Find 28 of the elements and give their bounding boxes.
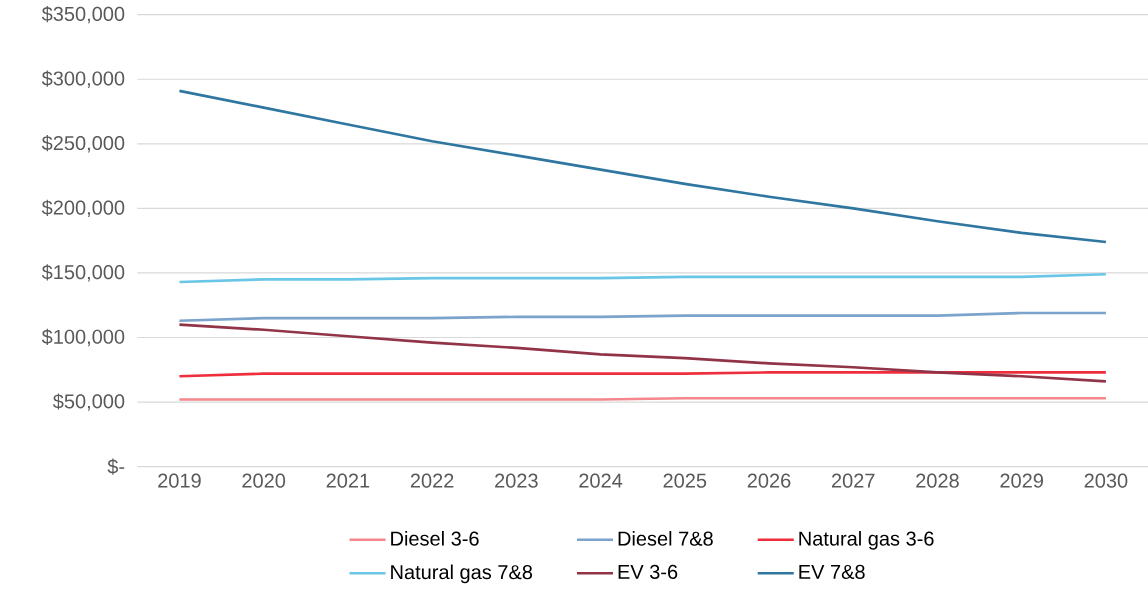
y-tick-label: $350,000 bbox=[41, 5, 125, 24]
x-tick-label: 2026 bbox=[747, 473, 791, 488]
y-tick-label: $150,000 bbox=[41, 264, 125, 282]
legend-label: Natural gas 3-6 bbox=[799, 531, 934, 550]
y-tick-label: $250,000 bbox=[41, 135, 125, 153]
y-tick-label: $200,000 bbox=[41, 199, 125, 218]
x-tick-label: 2021 bbox=[326, 473, 370, 488]
x-tick-label: 2028 bbox=[916, 473, 959, 488]
legend-label: EV 7&8 bbox=[799, 564, 865, 579]
y-tick-label: $- bbox=[107, 458, 125, 475]
x-tick-label: 2029 bbox=[1000, 473, 1043, 488]
legend-label: Diesel 7&8 bbox=[618, 531, 713, 546]
x-tick-label: 2030 bbox=[1084, 473, 1128, 488]
y-tick-label: $50,000 bbox=[52, 393, 125, 411]
legend-label: Natural gas 7&8 bbox=[391, 564, 533, 584]
y-tick-label: $300,000 bbox=[41, 70, 125, 88]
y-tick-label: $100,000 bbox=[41, 328, 125, 347]
x-tick-label: 2019 bbox=[158, 473, 201, 488]
x-tick-label: 2023 bbox=[495, 473, 538, 488]
legend-label: EV 3-6 bbox=[618, 564, 678, 579]
legend-label: Diesel 3-6 bbox=[391, 531, 479, 546]
line-series bbox=[178, 323, 1108, 383]
x-tick-label: 2024 bbox=[579, 473, 623, 488]
x-tick-label: 2025 bbox=[663, 473, 707, 488]
x-tick-label: 2020 bbox=[242, 473, 286, 488]
x-tick-label: 2022 bbox=[410, 473, 454, 488]
line-series bbox=[178, 89, 1108, 244]
x-tick-label: 2027 bbox=[831, 473, 875, 488]
